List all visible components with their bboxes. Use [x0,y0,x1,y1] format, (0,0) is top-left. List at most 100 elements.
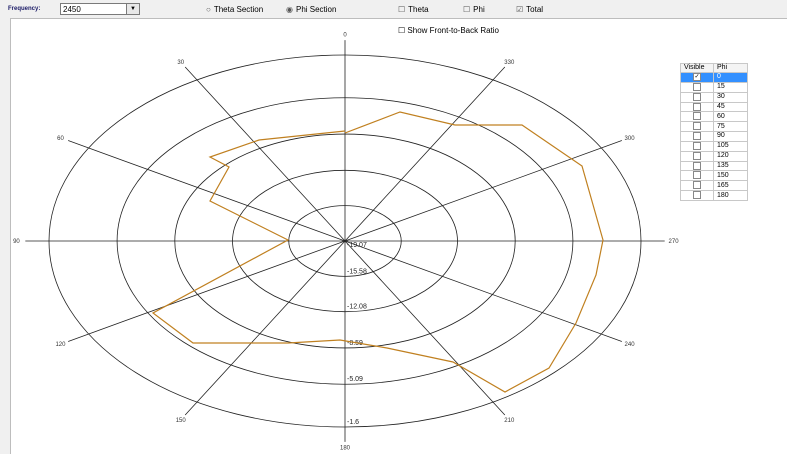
phi-value: 15 [713,81,748,93]
checkbox-unchecked-icon[interactable] [693,181,701,190]
theta-label: Theta [408,5,429,14]
ring-label: -8.59 [347,340,363,347]
theta-section-radio[interactable]: ○ Theta Section [206,5,263,14]
visible-checkbox[interactable] [680,131,714,142]
checkbox-unchecked-icon: ☐ [398,26,406,35]
checkbox-unchecked-icon[interactable] [693,82,701,91]
angle-label: 300 [625,136,636,142]
polar-spoke [184,66,346,242]
phi-label: Phi [473,5,485,14]
total-checkbox[interactable]: ☑ Total [516,5,543,14]
ring-label: -15.58 [347,268,367,275]
table-row[interactable]: 45 [680,101,748,113]
phi-value: 30 [713,91,748,103]
radiation-pattern-trace [151,111,604,393]
theta-checkbox[interactable]: ☐ Theta [398,5,429,14]
table-row[interactable]: 150 [680,170,748,182]
visible-checkbox[interactable] [680,180,714,192]
angle-label: 150 [176,418,187,424]
checkbox-checked-icon: ☑ [516,5,524,14]
phi-value: 120 [713,150,748,162]
phi-section-radio[interactable]: ◉ Phi Section [286,5,336,14]
table-row[interactable]: 165 [680,180,748,192]
phi-value: 75 [713,121,748,133]
phi-value: 165 [713,180,748,192]
visible-checkbox[interactable] [680,101,714,113]
checkbox-unchecked-icon[interactable] [693,141,701,150]
show-front-back-label: Show Front-to-Back Ratio [407,26,499,35]
checkbox-unchecked-icon[interactable] [693,112,701,121]
phi-value: 90 [713,131,748,142]
table-row[interactable]: 90 [680,131,748,142]
angle-label: 330 [504,60,515,66]
visible-checkbox[interactable] [680,111,714,123]
polar-spoke [184,240,346,416]
angle-label: 30 [177,60,184,66]
checkbox-unchecked-icon: ☐ [398,5,406,14]
ring-labels: -19.07 -15.58 -12.08 -8.59 -5.09 -1.6 [347,242,367,426]
visible-checkbox[interactable] [680,91,714,103]
checkbox-unchecked-icon[interactable] [693,132,701,141]
table-row[interactable]: ✓ 0 [680,72,748,83]
visible-column-header: Visible [680,63,714,73]
table-row[interactable]: 60 [680,111,748,123]
checkbox-unchecked-icon[interactable] [693,151,701,160]
angle-label: 120 [55,342,66,348]
checkbox-unchecked-icon[interactable] [693,102,701,111]
visible-checkbox[interactable] [680,121,714,133]
ring-label: -19.07 [347,242,367,249]
table-row[interactable]: 105 [680,140,748,152]
plot-area [10,18,787,454]
checkbox-unchecked-icon[interactable] [693,171,701,180]
visible-checkbox[interactable] [680,160,714,172]
angle-label: 0 [343,33,347,39]
phi-value: 180 [713,190,748,201]
phi-checkbox[interactable]: ☐ Phi [463,5,485,14]
polar-spoke [68,140,346,242]
visible-checkbox[interactable] [680,150,714,162]
chevron-down-icon[interactable]: ▼ [126,4,139,14]
angle-labels: 0 30 60 90 120 150 180 210 240 270 300 330 [13,33,679,452]
phi-value: 135 [713,160,748,172]
visible-checkbox[interactable]: ✓ [680,72,714,83]
table-row[interactable]: 120 [680,150,748,162]
visible-checkbox[interactable] [680,140,714,152]
phi-table: Visible Phi ✓ 0 15 30 45 60 75 90 105 120 135 150 16… [680,63,748,201]
checkbox-checked-icon[interactable]: ✓ [693,73,701,81]
toolbar: Frequency: 2450 ▼ ○ Theta Section ◉ Phi Se… [0,0,787,18]
phi-value: 45 [713,101,748,113]
polar-spoke [344,140,622,242]
phi-column-header: Phi [713,63,748,73]
polar-spoke [344,66,506,242]
frequency-value: 2450 [63,5,81,14]
checkbox-unchecked-icon[interactable] [693,161,701,170]
polar-spoke [68,240,346,342]
table-row[interactable]: 75 [680,121,748,133]
frequency-select[interactable]: 2450 ▼ [60,3,140,15]
visible-checkbox[interactable] [680,81,714,93]
polar-spokes [25,40,665,442]
angle-label: 90 [13,239,20,245]
total-label: Total [526,5,544,14]
ring-label: -5.09 [347,376,363,383]
table-row[interactable]: 30 [680,91,748,103]
angle-label: 210 [504,418,515,424]
phi-value: 0 [713,72,748,83]
table-row[interactable]: 180 [680,190,748,201]
checkbox-unchecked-icon: ☐ [463,5,471,14]
ring-label: -12.08 [347,304,367,311]
checkbox-unchecked-icon[interactable] [693,92,701,101]
checkbox-unchecked-icon[interactable] [693,122,701,131]
show-front-back-checkbox[interactable]: ☐ Show Front-to-Back Ratio [398,26,499,35]
checkbox-unchecked-icon[interactable] [693,191,701,200]
visible-checkbox[interactable] [680,190,714,201]
theta-section-label: Theta Section [213,5,264,14]
visible-checkbox[interactable] [680,170,714,182]
polar-spoke [344,240,622,342]
phi-value: 60 [713,111,748,123]
polar-spoke [344,240,506,416]
table-row[interactable]: 135 [680,160,748,172]
table-row[interactable]: 15 [680,81,748,93]
frequency-label: Frequency: [8,6,41,12]
